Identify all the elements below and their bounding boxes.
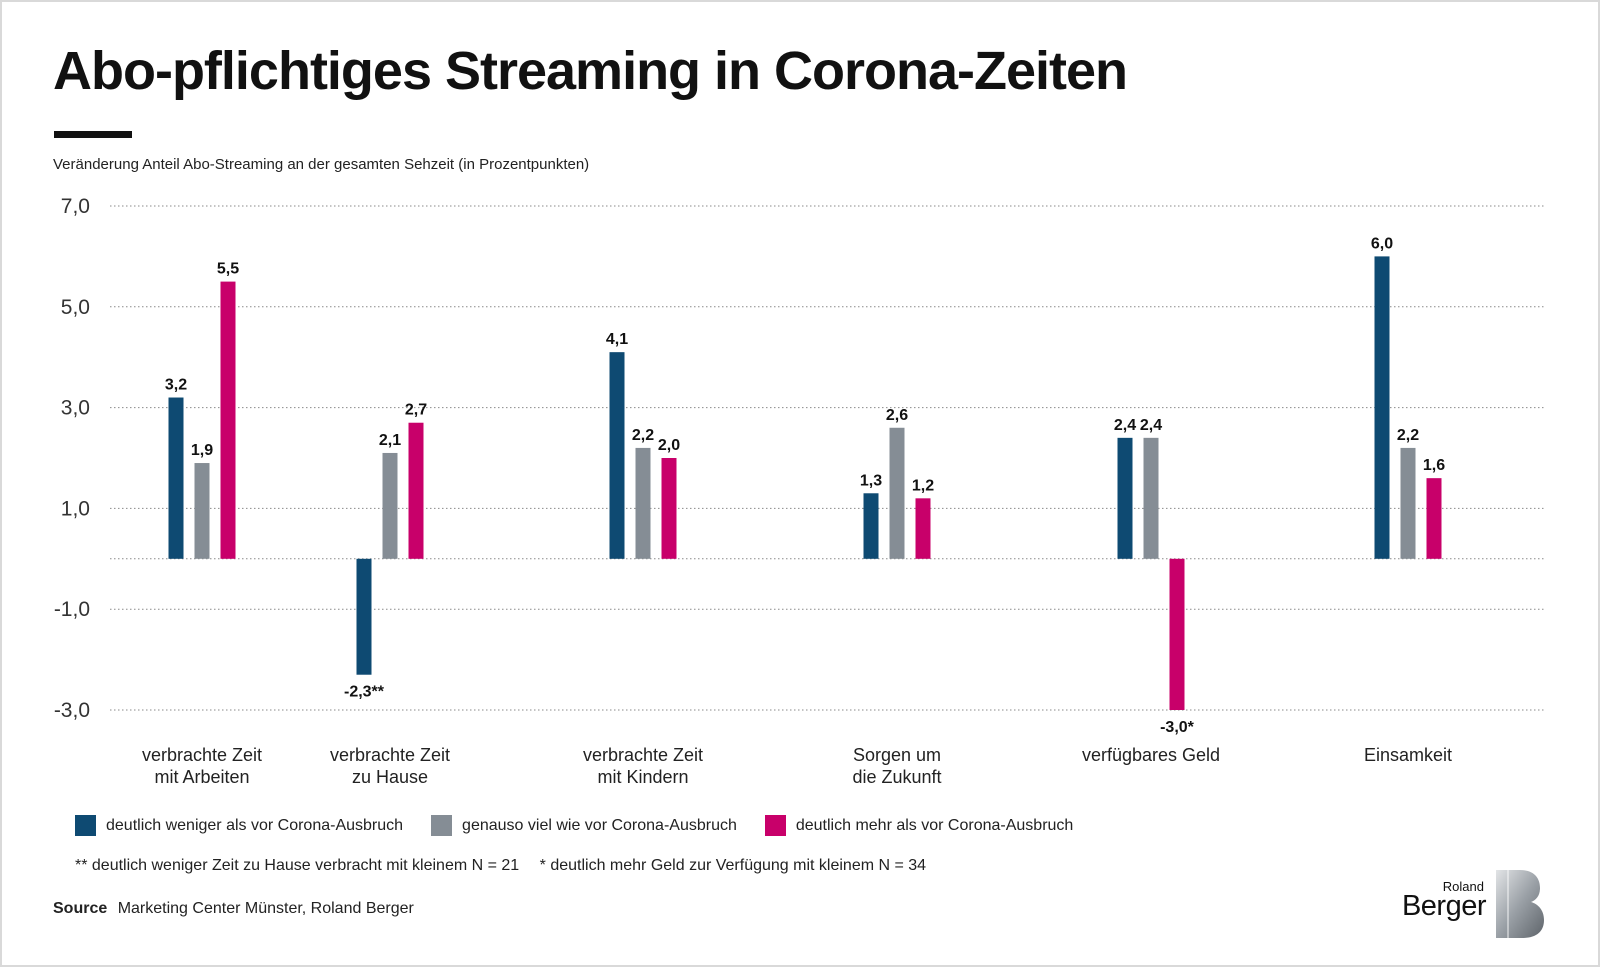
- bar: [1117, 437, 1133, 559]
- bar: [220, 281, 236, 559]
- bar: [194, 463, 210, 559]
- bar: [915, 498, 931, 559]
- page-title: Abo-pflichtiges Streaming in Corona-Zeit…: [53, 41, 1128, 101]
- category-label: Sorgen um: [853, 745, 941, 765]
- category-label: mit Arbeiten: [154, 767, 249, 787]
- data-label: -3,0*: [1160, 719, 1195, 736]
- bar: [382, 452, 398, 559]
- title-underline: [54, 131, 132, 138]
- legend-label-weniger: deutlich weniger als vor Corona-Ausbruch: [106, 816, 404, 834]
- bar-chart: 7,0 5,0 3,0 1,0 -1,0 -3,0 3,2 1,9 5,5 verbrachte …: [54, 195, 1546, 787]
- bar: [661, 458, 677, 559]
- legend-label-genauso: genauso viel wie vor Corona-Ausbruch: [462, 816, 737, 834]
- legend-swatch-weniger: [75, 815, 96, 836]
- bar: [168, 397, 184, 559]
- y-tick-label: -3,0: [54, 699, 90, 722]
- legend-item-mehr: deutlich mehr als vor Corona-Ausbruch: [764, 815, 1074, 836]
- bar: [356, 558, 372, 675]
- bar: [1169, 558, 1185, 710]
- logo-text-roland: Roland: [1442, 879, 1484, 894]
- data-label: 2,7: [405, 402, 427, 419]
- data-label: 2,2: [632, 427, 654, 444]
- legend-item-weniger: deutlich weniger als vor Corona-Ausbruch: [75, 815, 403, 836]
- data-label: 4,1: [606, 331, 628, 348]
- data-label: 1,3: [860, 472, 882, 489]
- category-label: die Zukunft: [852, 767, 941, 787]
- chart-subtitle: Veränderung Anteil Abo-Streaming an der …: [53, 156, 590, 173]
- bar: [1426, 478, 1442, 559]
- data-label: 2,1: [379, 432, 401, 449]
- data-label: 2,4: [1114, 417, 1136, 434]
- y-tick-label: 3,0: [61, 397, 90, 420]
- legend: deutlich weniger als vor Corona-Ausbruch…: [75, 815, 1101, 836]
- data-label: 2,4: [1140, 417, 1162, 434]
- legend-item-genauso: genauso viel wie vor Corona-Ausbruch: [431, 815, 737, 836]
- bar: [1143, 437, 1159, 559]
- category-label: mit Kindern: [597, 767, 688, 787]
- bar: [1374, 256, 1390, 559]
- category-label: verbrachte Zeit: [142, 745, 262, 765]
- logo-text-berger: Berger: [1401, 890, 1487, 922]
- footnote-geld: * deutlich mehr Geld zur Verfügung mit k…: [539, 857, 927, 874]
- bar: [863, 493, 879, 559]
- legend-label-mehr: deutlich mehr als vor Corona-Ausbruch: [795, 816, 1074, 834]
- category-label: verfügbares Geld: [1082, 745, 1220, 765]
- category-label: zu Hause: [352, 767, 428, 787]
- data-label: 1,9: [191, 442, 213, 459]
- data-label: 6,0: [1371, 235, 1393, 252]
- data-label: 2,6: [886, 407, 908, 424]
- category-label: verbrachte Zeit: [583, 745, 703, 765]
- bar: [889, 427, 905, 559]
- category-label: verbrachte Zeit: [330, 745, 450, 765]
- data-label: 1,2: [912, 477, 934, 494]
- source-line: Source Marketing Center Münster, Roland …: [53, 900, 414, 918]
- source-text: Marketing Center Münster, Roland Berger: [117, 900, 414, 917]
- y-tick-label: 1,0: [61, 497, 90, 520]
- data-label: -2,3**: [344, 684, 385, 701]
- data-label: 2,0: [658, 437, 680, 454]
- y-tick-label: 5,0: [61, 296, 90, 319]
- y-tick-label: 7,0: [61, 195, 90, 218]
- bar: [1400, 447, 1416, 559]
- footnotes: ** deutlich weniger Zeit zu Hause verbra…: [75, 857, 942, 875]
- bar: [408, 422, 424, 559]
- bar: [609, 352, 625, 559]
- data-label: 5,5: [217, 261, 239, 278]
- category-label: Einsamkeit: [1364, 745, 1452, 765]
- y-tick-label: -1,0: [54, 598, 90, 621]
- footnote-zuhause: ** deutlich weniger Zeit zu Hause verbra…: [75, 857, 520, 874]
- roland-berger-logo: Roland Berger: [1396, 868, 1546, 940]
- data-label: 1,6: [1423, 457, 1445, 474]
- legend-swatch-mehr: [764, 815, 786, 836]
- data-label: 3,2: [165, 377, 187, 394]
- legend-swatch-genauso: [431, 815, 453, 836]
- bar: [635, 447, 651, 559]
- data-label: 2,2: [1397, 427, 1419, 444]
- source-label: Source: [53, 900, 108, 917]
- logo-b-mark-icon: [1496, 870, 1544, 938]
